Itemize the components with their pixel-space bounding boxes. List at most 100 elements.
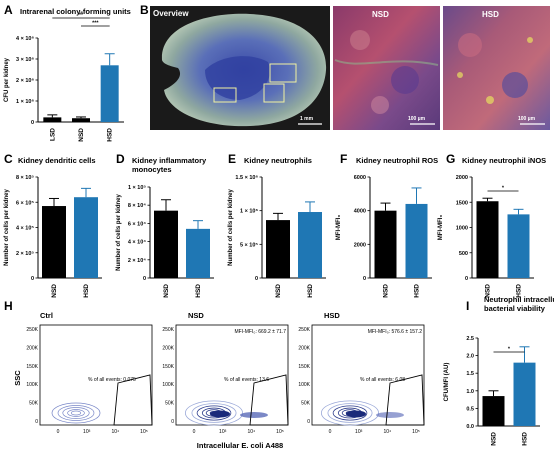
chart-f-category-label: NSD — [383, 284, 390, 298]
flow-density-contour — [332, 405, 368, 421]
chart-d-y-tick-label: 8 × 10⁴ — [128, 203, 146, 209]
chart-d-bar — [154, 210, 178, 278]
flow-x-tick-label: 10³ — [355, 429, 363, 435]
chart-d-title: monocytes — [132, 165, 172, 174]
panel-letter-g: G — [446, 152, 455, 166]
chart-e-y-label: Number of cells per kidney — [228, 188, 234, 265]
chart-f-bar — [374, 210, 397, 278]
flow-gate — [249, 374, 289, 426]
chart-e-title: Kidney neutrophils — [244, 156, 312, 165]
chart-a: Intrarenal colony-forming units 0 1 × 10⁶ 2… — [4, 7, 131, 142]
chart-e-category-label: NSD — [275, 284, 282, 298]
hsd-scale-label: 100 µm — [518, 116, 536, 122]
chart-d-title: Kidney inflammatory — [132, 156, 207, 165]
chart-g-title: Kidney neutrophil iNOS — [462, 156, 546, 165]
flow-x-tick-label: 10⁵ — [140, 429, 148, 435]
chart-c-category-label: NSD — [51, 284, 58, 298]
chart-f-category-label: HSD — [414, 284, 421, 298]
micrograph-nsd: NSD 100 µm — [333, 6, 440, 130]
chart-a-bar — [72, 118, 90, 122]
chart-i-significance-label: * — [508, 347, 511, 353]
chart-d-y-tick-label: 4 × 10⁴ — [128, 240, 146, 246]
nsd-image-label: NSD — [372, 10, 389, 19]
chart-d-y-label: Number of cells per kidney — [116, 193, 122, 270]
chart-e-bar — [266, 220, 290, 278]
chart-a-category-label: NSD — [78, 128, 85, 142]
chart-a-y-tick-label: 0 — [31, 120, 34, 126]
flow-density-core — [346, 410, 366, 418]
flow-density-core — [210, 410, 230, 418]
chart-a-y-tick-label: 3 × 10⁶ — [16, 57, 34, 63]
overview-label: Overview — [153, 9, 189, 18]
flow-y-tick-label: 50K — [29, 401, 39, 407]
chart-f-y-tick-label: 0 — [363, 276, 366, 282]
flow-plot-frame — [39, 324, 153, 426]
chart-g-y-tick-label: 500 — [459, 251, 468, 257]
panel-letter-f: F — [340, 152, 347, 166]
flow-density-tail — [376, 412, 404, 418]
chart-i-category-label: NSD — [491, 432, 498, 446]
chart-a-y-tick-label: 2 × 10⁶ — [16, 78, 34, 84]
flow-x-tick-label: 10⁴ — [247, 429, 255, 435]
chart-d-y-tick-label: 2 × 10⁴ — [128, 258, 146, 264]
chart-c-y-label: Number of cells per kidney — [4, 188, 10, 265]
chart-g-y-label: MFI-MFI₀ — [438, 215, 444, 241]
panel-letter-a: A — [4, 3, 13, 17]
flow-y-tick-label: 0 — [35, 419, 38, 425]
panel-letter-c: C — [4, 152, 13, 166]
chart-i-y-tick-label: 0.5 — [466, 406, 474, 412]
flow-density-contour — [184, 400, 243, 426]
chart-i-title: Neutrophil intracellular — [484, 295, 554, 304]
chart-g-significance-label: * — [502, 186, 505, 192]
chart-a-y-label: CFU per kidney — [4, 57, 10, 102]
chart-f: Kidney neutrophil ROS 0 2000 4000 6000 MFI-MF… — [336, 156, 438, 298]
chart-g-bar — [476, 201, 499, 278]
flow-y-label: SSC — [13, 370, 22, 386]
chart-g-bar — [507, 214, 530, 278]
flow-density-contour — [51, 402, 101, 424]
flow-plot-frame — [311, 324, 425, 426]
flow-x-tick-label: 10⁵ — [412, 429, 420, 435]
chart-i-bar — [513, 362, 536, 426]
chart-a-significance-label: ** — [79, 13, 84, 19]
panel-letter-e: E — [228, 152, 236, 166]
chart-e: Kidney neutrophils 0 5 × 10⁵ 1 × 10⁶ 1.5 × 1… — [228, 156, 326, 298]
chart-g: Kidney neutrophil iNOS 0 500 1000 1500 2000 MF… — [438, 156, 546, 298]
chart-d-y-tick-label: 6 × 10⁴ — [128, 221, 146, 227]
chart-f-y-label: MFI-MFI₀ — [336, 215, 342, 241]
chart-i-y-tick-label: 2.5 — [466, 336, 474, 342]
flow-x-tick-label: 10³ — [83, 429, 91, 435]
chart-a-significance-label: *** — [92, 21, 99, 27]
chart-c-y-tick-label: 8 × 10⁵ — [16, 175, 34, 181]
chart-g-category-label: NSD — [485, 284, 492, 298]
flow-mfi-label: MFI-MFI₀: 669.2 ± 71.7 — [234, 329, 286, 335]
flow-y-tick-label: 200K — [26, 345, 38, 351]
flow-plot-title: HSD — [324, 311, 340, 320]
flow-y-tick-label: 0 — [307, 419, 310, 425]
flow-x-tick-label: 10³ — [219, 429, 227, 435]
flow-density-contour — [57, 405, 95, 421]
flow-mfi-label: MFI-MFI₀: 576.6 ± 157.2 — [368, 329, 423, 335]
flow-density-contour — [67, 409, 85, 417]
panel-letter-h: H — [4, 299, 13, 313]
panel-letter-b: B — [140, 3, 149, 17]
flow-x-tick-label: 10⁴ — [383, 429, 391, 435]
chart-i-y-tick-label: 0.0 — [466, 424, 474, 430]
flow-x-tick-label: 10⁴ — [111, 429, 119, 435]
chart-g-category-label: HSD — [516, 284, 523, 298]
chart-d-y-tick-label: 1 × 10⁵ — [128, 185, 146, 191]
flow-y-tick-label: 100K — [162, 382, 174, 388]
chart-f-title: Kidney neutrophil ROS — [356, 156, 438, 165]
micrograph-overview: Overview 1 mm — [150, 6, 330, 130]
chart-i-y-tick-label: 1.0 — [466, 389, 474, 395]
flow-plot-title: NSD — [188, 311, 204, 320]
flow-y-tick-label: 100K — [26, 382, 38, 388]
flow-y-tick-label: 150K — [162, 364, 174, 370]
chart-c-y-tick-label: 6 × 10⁵ — [16, 200, 34, 206]
chart-f-y-tick-label: 2000 — [354, 242, 366, 248]
flow-gate-percentage: % of all events: 0.075 — [88, 377, 136, 383]
flow-y-tick-label: 150K — [298, 364, 310, 370]
flow-density-contour — [320, 400, 379, 426]
chart-i-y-tick-label: 1.5 — [466, 371, 474, 377]
flow-y-tick-label: 0 — [171, 419, 174, 425]
